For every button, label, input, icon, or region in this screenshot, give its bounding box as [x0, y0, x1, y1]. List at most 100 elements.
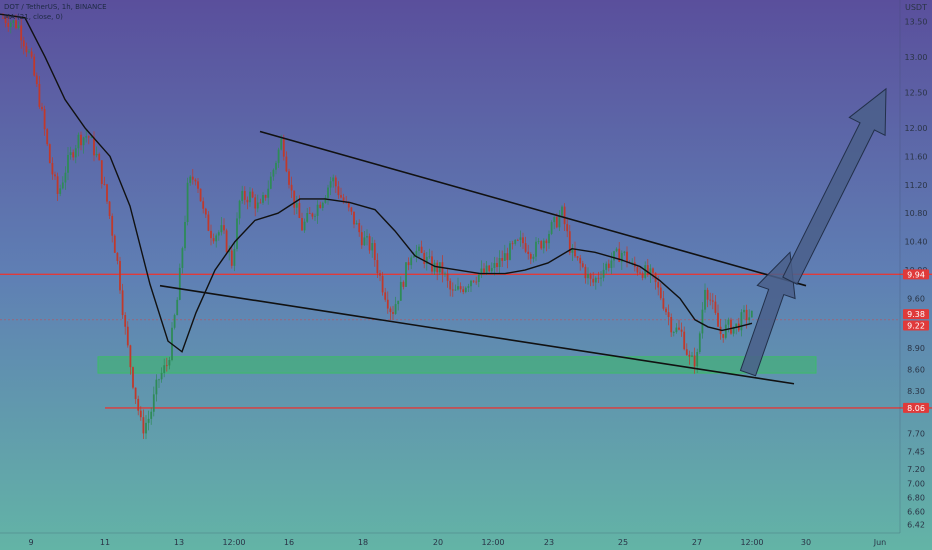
candle-body — [64, 172, 67, 183]
candle-body — [272, 169, 275, 177]
candle-body — [316, 204, 319, 216]
candle-body — [368, 236, 371, 251]
candle-body — [189, 176, 192, 183]
candle-body — [607, 263, 610, 268]
candle-body — [7, 23, 10, 27]
y-tick-label: 8.60 — [907, 366, 925, 375]
candle-body — [384, 292, 387, 300]
candle-body — [376, 260, 379, 274]
candle-body — [254, 197, 257, 209]
candle-body — [173, 315, 176, 328]
candle-body — [230, 250, 233, 266]
candle-body — [433, 262, 436, 272]
candle-body — [15, 20, 17, 29]
candle-body — [662, 298, 665, 309]
y-tick-label: 8.90 — [907, 344, 925, 353]
candle-body — [683, 331, 686, 350]
candle-body — [298, 203, 301, 219]
candle-body — [386, 299, 389, 309]
candle-body — [301, 218, 303, 231]
candle-body — [696, 351, 699, 367]
candle-body — [529, 253, 532, 259]
price-tag-label: 9.94 — [907, 270, 925, 279]
candle-body — [615, 248, 618, 252]
candle-body — [394, 304, 397, 314]
y-axis-label: USDT — [905, 3, 927, 12]
candle-body — [423, 252, 426, 264]
candle-body — [93, 137, 95, 156]
candle-body — [724, 324, 727, 338]
candle-body — [129, 345, 132, 368]
candle-body — [740, 312, 743, 331]
candle-body — [285, 156, 288, 172]
candle-body — [503, 253, 506, 261]
candle-body — [631, 262, 634, 264]
candle-body — [241, 190, 244, 201]
x-tick-label: Jun — [873, 538, 887, 547]
candle-body — [342, 197, 345, 202]
price-tag-label: 9.38 — [907, 310, 925, 319]
x-tick-label: 12:00 — [481, 538, 504, 547]
candle-body — [563, 206, 566, 225]
candle-body — [446, 273, 449, 281]
candle-body — [405, 262, 407, 287]
candle-body — [217, 232, 220, 236]
candle-body — [243, 190, 246, 200]
candle-body — [410, 257, 413, 266]
candle-body — [483, 268, 485, 273]
candle-body — [360, 232, 363, 246]
candle-body — [147, 418, 150, 423]
candle-body — [293, 190, 296, 208]
y-tick-label: 6.60 — [907, 508, 925, 517]
y-tick-label: 11.20 — [905, 181, 928, 190]
candle-body — [288, 171, 290, 185]
y-tick-label: 6.80 — [907, 493, 925, 502]
candle-body — [223, 225, 225, 231]
candle-body — [41, 106, 43, 110]
candle-body — [9, 22, 12, 27]
candle-body — [90, 137, 93, 139]
candle-body — [613, 251, 615, 261]
y-tick-label: 10.80 — [905, 209, 928, 218]
candle-body — [51, 163, 54, 175]
candle-body — [82, 137, 85, 146]
candle-body — [519, 237, 522, 240]
candle-body — [106, 184, 108, 202]
candle-body — [605, 263, 608, 270]
candle-body — [56, 176, 59, 194]
candle-body — [657, 282, 660, 288]
candle-body — [527, 251, 530, 254]
candle-body — [233, 249, 236, 266]
candle-body — [126, 326, 129, 346]
candle-body — [501, 258, 504, 261]
y-tick-label: 9.60 — [907, 294, 925, 303]
candle-body — [215, 235, 218, 242]
candle-body — [672, 332, 675, 333]
candle-body — [137, 398, 140, 411]
candle-body — [587, 273, 589, 279]
candle-body — [464, 287, 467, 293]
candle-body — [389, 308, 392, 313]
candle-body — [194, 179, 197, 182]
y-tick-label: 7.00 — [907, 479, 925, 488]
candle-body — [303, 221, 306, 231]
candle-body — [701, 309, 704, 334]
candle-body — [545, 240, 548, 244]
candle-body — [319, 204, 322, 208]
candle-body — [514, 239, 517, 244]
candle-body — [415, 250, 418, 257]
candle-body — [498, 258, 501, 267]
candle-body — [584, 266, 587, 279]
candle-body — [33, 56, 36, 76]
candle-body — [704, 289, 706, 310]
candle-body — [353, 211, 355, 225]
candle-body — [124, 315, 127, 327]
x-tick-label: 16 — [284, 538, 294, 547]
candle-body — [373, 243, 376, 261]
x-tick-label: 20 — [433, 538, 443, 547]
candle-body — [251, 191, 254, 198]
x-tick-label: 23 — [544, 538, 554, 547]
candle-body — [69, 152, 72, 155]
candle-body — [685, 349, 688, 355]
candle-body — [571, 249, 574, 253]
